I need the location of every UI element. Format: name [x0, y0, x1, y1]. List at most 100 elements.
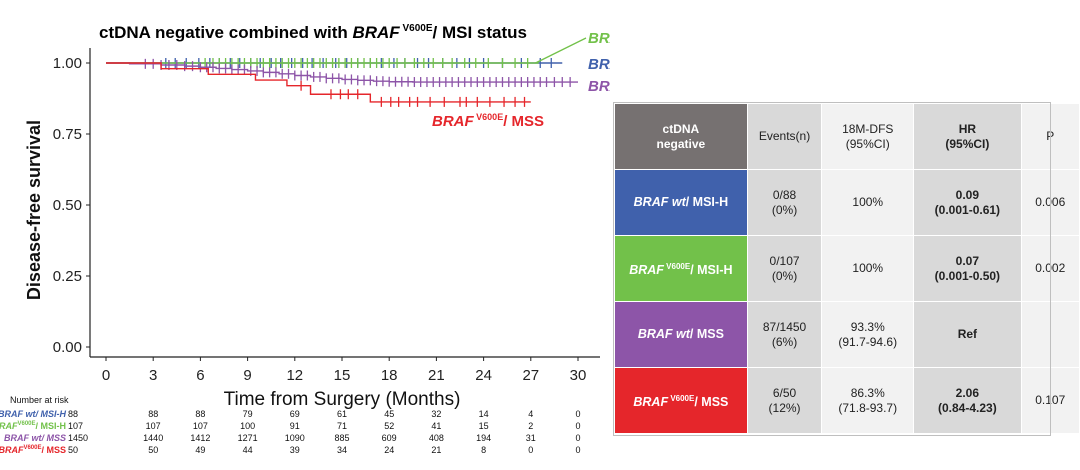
risk-count: 194	[476, 433, 491, 443]
label-leader-line	[535, 37, 587, 64]
series-label-gene: BRAF	[432, 113, 474, 130]
group-status: / MSS	[689, 327, 724, 341]
stats-p-cell: 0.006	[1020, 169, 1080, 236]
stats-p-value: 0.107	[1035, 393, 1066, 407]
risk-count: 45	[384, 409, 394, 419]
risk-table-header: Number at risk	[10, 395, 69, 405]
risk-count: 52	[384, 421, 394, 431]
risk-count: 8	[481, 445, 486, 455]
stats-events-cell: 0/107 (0%)	[746, 235, 823, 302]
series-label-part: V600E	[474, 112, 504, 122]
risk-count: 50	[148, 445, 158, 455]
group-mutation: wt	[668, 195, 686, 209]
risk-label-part: wt/ MSI-H	[23, 409, 66, 419]
risk-row-label: BRAFV600E/ MSI-H	[0, 421, 66, 431]
y-axis-label: Disease-free survival	[24, 120, 44, 300]
risk-count: 609	[382, 433, 397, 443]
group-status: / MSI-H	[685, 195, 729, 209]
header-hr-text: HR (95%CI)	[945, 121, 990, 151]
risk-count: 79	[243, 409, 253, 419]
stats-row: BRAF wt/ MSI-H 0/88 (0%) 100% 0.09 (0.001-0…	[614, 169, 1080, 236]
risk-count: 88	[68, 409, 78, 419]
stats-events-value: 0/88 (0%)	[771, 187, 798, 217]
x-axis-label: Time from Surgery (Months)	[224, 389, 461, 410]
stats-hr-cell: 2.06 (0.84-4.23)	[913, 367, 1022, 434]
y-ticks: 0.00 0.25 0.50 0.75 1.00	[53, 55, 90, 356]
risk-count: 21	[431, 445, 441, 455]
title-part-2: BRAF	[352, 23, 400, 42]
stats-table: ctDNA negative Events(n) 18M-DFS (95%CI)…	[614, 103, 1080, 434]
risk-row-label: BRAFV600E/ MSS	[0, 445, 66, 455]
stats-body: BRAF wt/ MSI-H 0/88 (0%) 100% 0.09 (0.001-0…	[614, 169, 1080, 434]
risk-label-part: wt/ MSS	[29, 433, 66, 443]
stats-p-value: 0.006	[1035, 195, 1066, 209]
series-label-gene: BRAF	[588, 78, 610, 95]
risk-count: 50	[68, 445, 78, 455]
title-part-4: / MSI status	[433, 23, 527, 42]
risk-count: 107	[146, 421, 161, 431]
stats-hr-cell: Ref	[913, 301, 1022, 368]
risk-count: 408	[429, 433, 444, 443]
y-tick-label: 0.50	[53, 197, 82, 214]
km-chart: ctDNA negative combined with BRAF V600E/…	[0, 23, 610, 455]
risk-count: 71	[337, 421, 347, 431]
stats-dfs-cell: 100%	[821, 169, 915, 236]
risk-row-label: BRAF wt/ MSS	[4, 433, 66, 443]
risk-count: 4	[528, 409, 533, 419]
risk-count: 31	[526, 433, 536, 443]
risk-count: 0	[528, 445, 533, 455]
x-tick-label: 9	[243, 367, 251, 384]
risk-count: 1271	[238, 433, 258, 443]
stats-hr-value: 2.06 (0.84-4.23)	[938, 385, 997, 415]
risk-count: 2	[528, 421, 533, 431]
stats-hr-cell: 0.07 (0.001-0.50)	[913, 235, 1022, 302]
group-status: / MSI-H	[690, 263, 733, 278]
x-tick-label: 21	[428, 367, 445, 384]
header-ctdna-negative: ctDNA negative	[614, 103, 748, 170]
stats-dfs-value: 100%	[852, 195, 884, 209]
survival-curves	[106, 58, 578, 107]
risk-count: 107	[68, 421, 83, 431]
risk-count: 1450	[68, 433, 88, 443]
x-tick-label: 6	[196, 367, 204, 384]
header-p-text: P	[1046, 129, 1055, 143]
risk-count: 44	[243, 445, 253, 455]
header-events: Events(n)	[746, 103, 823, 170]
stats-group-label: BRAF V600E/ MSS	[614, 367, 748, 434]
title-part-3: V600E	[400, 23, 433, 34]
risk-label-status: / MSS	[41, 445, 66, 455]
risk-label-part: V600E	[23, 445, 41, 451]
group-gene: BRAF	[629, 263, 664, 278]
x-tick-label: 15	[334, 367, 351, 384]
group-status: / MSS	[694, 395, 729, 410]
stats-group-label: BRAF V600E/ MSI-H	[614, 235, 748, 302]
risk-count: 24	[384, 445, 394, 455]
stats-dfs-value: 86.3% (71.8-93.7)	[838, 385, 898, 415]
series-label: BRAF wt/ MSS	[588, 78, 610, 95]
stats-events-value: 6/50 (12%)	[768, 385, 801, 415]
header-hr: HR (95%CI)	[913, 103, 1022, 170]
stats-events-cell: 87/1450 (6%)	[746, 301, 823, 368]
stats-p-cell	[1020, 301, 1080, 368]
x-tick-label: 12	[286, 367, 303, 384]
stats-events-cell: 6/50 (12%)	[746, 367, 823, 434]
series-label-gene: BRAF	[588, 56, 610, 73]
header-ctdna-text: ctDNA negative	[656, 121, 706, 151]
risk-label-gene: BRAF	[0, 409, 23, 419]
risk-count: 34	[337, 445, 347, 455]
stats-hr-cell: 0.09 (0.001-0.61)	[913, 169, 1022, 236]
risk-label-gene: BRAF	[4, 433, 29, 443]
header-dfs-text: 18M-DFS (95%CI)	[842, 121, 894, 151]
stats-group-label: BRAF wt/ MSI-H	[614, 169, 748, 236]
risk-count: 88	[148, 409, 158, 419]
stats-dfs-value: 100%	[852, 261, 884, 275]
risk-count: 41	[431, 421, 441, 431]
risk-label-gene: BRAF	[0, 421, 18, 431]
stats-hr-value: 0.09 (0.001-0.61)	[934, 187, 1001, 217]
risk-count: 885	[334, 433, 349, 443]
group-mutation: V600E	[663, 261, 691, 271]
risk-label-part: V600E	[17, 421, 35, 427]
y-tick-label: 0.25	[53, 268, 82, 285]
risk-count: 32	[431, 409, 441, 419]
stats-events-value: 0/107 (0%)	[769, 253, 800, 283]
